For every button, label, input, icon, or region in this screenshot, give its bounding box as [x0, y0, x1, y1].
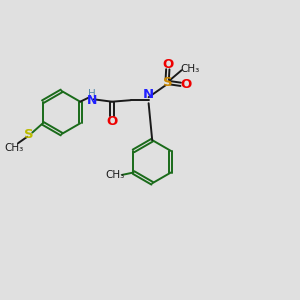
Text: S: S — [25, 128, 34, 141]
Text: CH₃: CH₃ — [180, 64, 200, 74]
Text: CH₃: CH₃ — [4, 143, 23, 153]
Text: H: H — [88, 89, 95, 99]
Text: S: S — [163, 76, 173, 89]
Text: CH₃: CH₃ — [105, 170, 124, 181]
Text: O: O — [106, 115, 118, 128]
Text: N: N — [86, 94, 97, 107]
Text: N: N — [143, 88, 154, 101]
Text: O: O — [162, 58, 173, 71]
Text: O: O — [180, 78, 191, 91]
